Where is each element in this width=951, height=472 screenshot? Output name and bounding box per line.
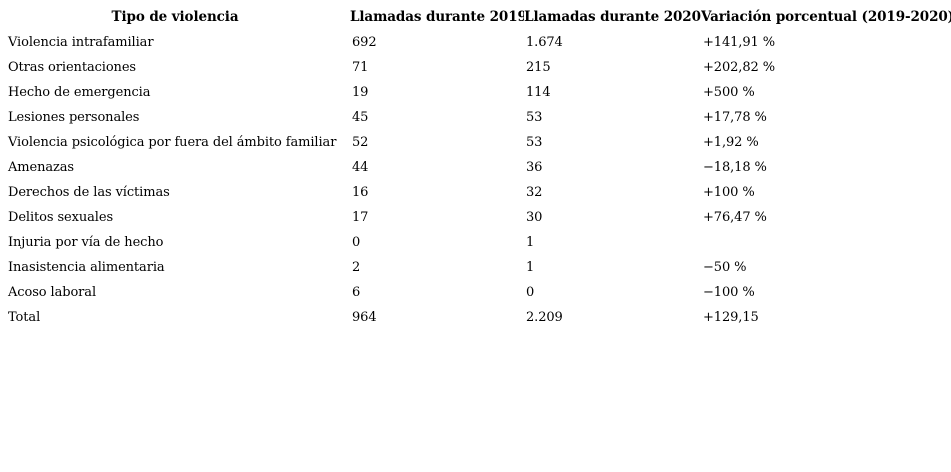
table-cell: 52 bbox=[352, 135, 369, 150]
table-cell: Delitos sexuales bbox=[8, 210, 114, 225]
table-cell: Violencia psicológica por fuera del ámbi… bbox=[8, 135, 337, 150]
table-cell: 0 bbox=[526, 285, 535, 300]
table-cell: 44 bbox=[352, 160, 369, 175]
table-cell: 53 bbox=[526, 110, 543, 125]
table-cell: 32 bbox=[526, 185, 543, 200]
col-header-tipo-de-violencia: Tipo de violencia bbox=[111, 8, 239, 25]
table-cell: 30 bbox=[526, 210, 543, 225]
table-cell: Lesiones personales bbox=[8, 110, 140, 125]
table-cell: 964 bbox=[352, 310, 377, 325]
table-cell: Derechos de las víctimas bbox=[8, 185, 170, 200]
table-cell: Total bbox=[8, 310, 41, 325]
table-cell: Inasistencia alimentaria bbox=[8, 260, 165, 275]
table-cell: Otras orientaciones bbox=[8, 60, 136, 75]
col-header-variacion-porcentual: Variación porcentual (2019-2020) bbox=[701, 8, 951, 25]
table-row: Lesiones personales 45 53 +17,78 % bbox=[0, 105, 951, 130]
table-cell bbox=[701, 230, 951, 255]
table-row: Inasistencia alimentaria 2 1 −50 % bbox=[0, 255, 951, 280]
table-cell: 17 bbox=[352, 210, 369, 225]
col-header-llamadas-2020: Llamadas durante 2020 bbox=[524, 8, 701, 25]
table-row: Acoso laboral 6 0 −100 % bbox=[0, 280, 951, 305]
table-cell: +141,91 % bbox=[703, 35, 775, 50]
table-cell: 1.674 bbox=[526, 35, 563, 50]
table-cell: Amenazas bbox=[8, 160, 75, 175]
table-cell: 2 bbox=[352, 260, 361, 275]
table-cell: 1 bbox=[526, 235, 535, 250]
table-cell: −50 % bbox=[703, 260, 747, 275]
table-cell: +1,92 % bbox=[703, 135, 759, 150]
table-cell: +76,47 % bbox=[703, 210, 767, 225]
table-cell: +202,82 % bbox=[703, 60, 775, 75]
table-row: Amenazas 44 36 −18,18 % bbox=[0, 155, 951, 180]
table-row: Delitos sexuales 17 30 +76,47 % bbox=[0, 205, 951, 230]
table-cell: 36 bbox=[526, 160, 543, 175]
table-body: Violencia intrafamiliar 692 1.674 +141,91 %… bbox=[0, 30, 951, 330]
table-cell: +500 % bbox=[703, 85, 755, 100]
table-cell: 692 bbox=[352, 35, 377, 50]
table-cell: 71 bbox=[352, 60, 369, 75]
table-row: Violencia psicológica por fuera del ámbi… bbox=[0, 130, 951, 155]
table-row-total: Total 964 2.209 +129,15 bbox=[0, 305, 951, 330]
table-cell: +17,78 % bbox=[703, 110, 767, 125]
table-cell: Acoso laboral bbox=[8, 285, 97, 300]
table-cell: −18,18 % bbox=[703, 160, 767, 175]
table-cell: 53 bbox=[526, 135, 543, 150]
table-header: Tipo de violencia Llamadas durante 2019 … bbox=[0, 3, 951, 30]
table-row: Otras orientaciones 71 215 +202,82 % bbox=[0, 55, 951, 80]
table-cell: 215 bbox=[526, 60, 551, 75]
table-cell: 16 bbox=[352, 185, 369, 200]
header-row: Tipo de violencia Llamadas durante 2019 … bbox=[0, 3, 951, 30]
table-row: Hecho de emergencia 19 114 +500 % bbox=[0, 80, 951, 105]
table-cell: Injuria por vía de hecho bbox=[8, 235, 164, 250]
table-cell: 1 bbox=[526, 260, 535, 275]
violence-calls-table: Tipo de violencia Llamadas durante 2019 … bbox=[0, 3, 951, 330]
table-row: Derechos de las víctimas 16 32 +100 % bbox=[0, 180, 951, 205]
table-cell: Hecho de emergencia bbox=[8, 85, 151, 100]
table-cell: +100 % bbox=[703, 185, 755, 200]
table-cell: 45 bbox=[352, 110, 369, 125]
table-cell: 19 bbox=[352, 85, 369, 100]
table-cell: 114 bbox=[526, 85, 551, 100]
table-cell: +129,15 bbox=[703, 310, 759, 325]
table-cell: −100 % bbox=[703, 285, 755, 300]
table-cell: 2.209 bbox=[526, 310, 563, 325]
col-header-llamadas-2019: Llamadas durante 2019 bbox=[350, 8, 524, 25]
table-cell: 6 bbox=[352, 285, 361, 300]
table-cell: Violencia intrafamiliar bbox=[8, 35, 154, 50]
table-cell: 0 bbox=[352, 235, 361, 250]
table-row: Injuria por vía de hecho 0 1 bbox=[0, 230, 951, 255]
table-row: Violencia intrafamiliar 692 1.674 +141,91 % bbox=[0, 30, 951, 55]
